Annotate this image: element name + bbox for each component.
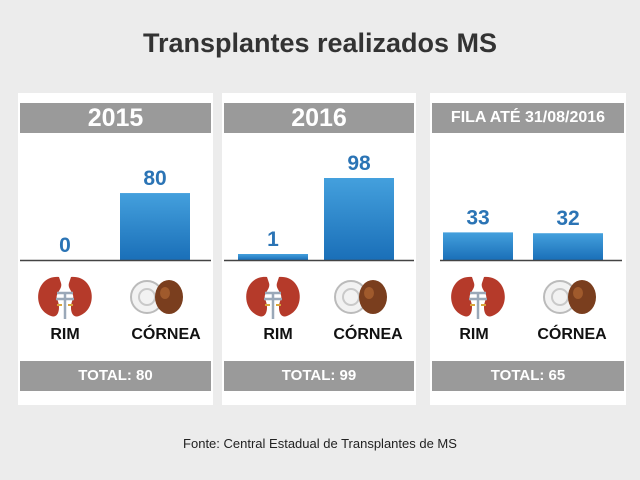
organ-illustrations	[451, 276, 596, 319]
bar-rim	[238, 254, 308, 260]
kidney-icon	[38, 276, 92, 319]
panel-total: TOTAL: 80	[20, 361, 211, 391]
panel-total: TOTAL: 99	[224, 361, 414, 391]
panel-total: TOTAL: 65	[432, 361, 624, 391]
panel-2016: 2016 1 98 RIM CÓRNEA TOTAL: 99	[222, 93, 416, 405]
bar-chart: 1 98	[224, 152, 414, 262]
page-title: Transplantes realizados MS	[142, 28, 498, 58]
category-label-rim: RIM	[50, 326, 80, 343]
organ-illustrations	[246, 276, 387, 319]
panel-header: 2016	[224, 103, 414, 133]
data-label: 32	[556, 207, 579, 230]
data-label: 33	[466, 206, 489, 229]
data-label: 0	[59, 234, 71, 257]
bar-córnea	[120, 193, 190, 260]
bar-rim	[443, 232, 513, 260]
eye-icon	[543, 280, 596, 314]
kidney-icon	[451, 276, 505, 319]
category-label-rim: RIM	[459, 326, 489, 343]
data-label: 80	[143, 167, 166, 190]
kidney-icon	[246, 276, 300, 319]
source-note: Fonte: Central Estadual de Transplantes …	[183, 436, 457, 451]
panel-2015: 2015 0 80 RIM CÓRNEA TOTAL: 80	[18, 93, 213, 405]
bar-córnea	[533, 233, 603, 260]
organ-illustrations	[38, 276, 183, 319]
bar-chart: 33 32	[440, 206, 622, 262]
category-label-rim: RIM	[263, 326, 293, 343]
eye-icon	[334, 280, 387, 314]
category-label-cornea: CÓRNEA	[537, 326, 607, 343]
panel-header: FILA ATÉ 31/08/2016	[432, 103, 624, 133]
category-label-cornea: CÓRNEA	[333, 326, 403, 343]
bar-chart: 0 80	[20, 167, 211, 262]
eye-icon	[130, 280, 183, 314]
data-label: 98	[347, 152, 371, 175]
panel-fila: FILA ATÉ 31/08/2016 33 32 RIM CÓRNEA TOTA…	[430, 93, 626, 405]
data-label: 1	[267, 228, 279, 251]
bar-córnea	[324, 178, 394, 260]
panel-header: 2015	[20, 103, 211, 133]
category-label-cornea: CÓRNEA	[131, 326, 201, 343]
